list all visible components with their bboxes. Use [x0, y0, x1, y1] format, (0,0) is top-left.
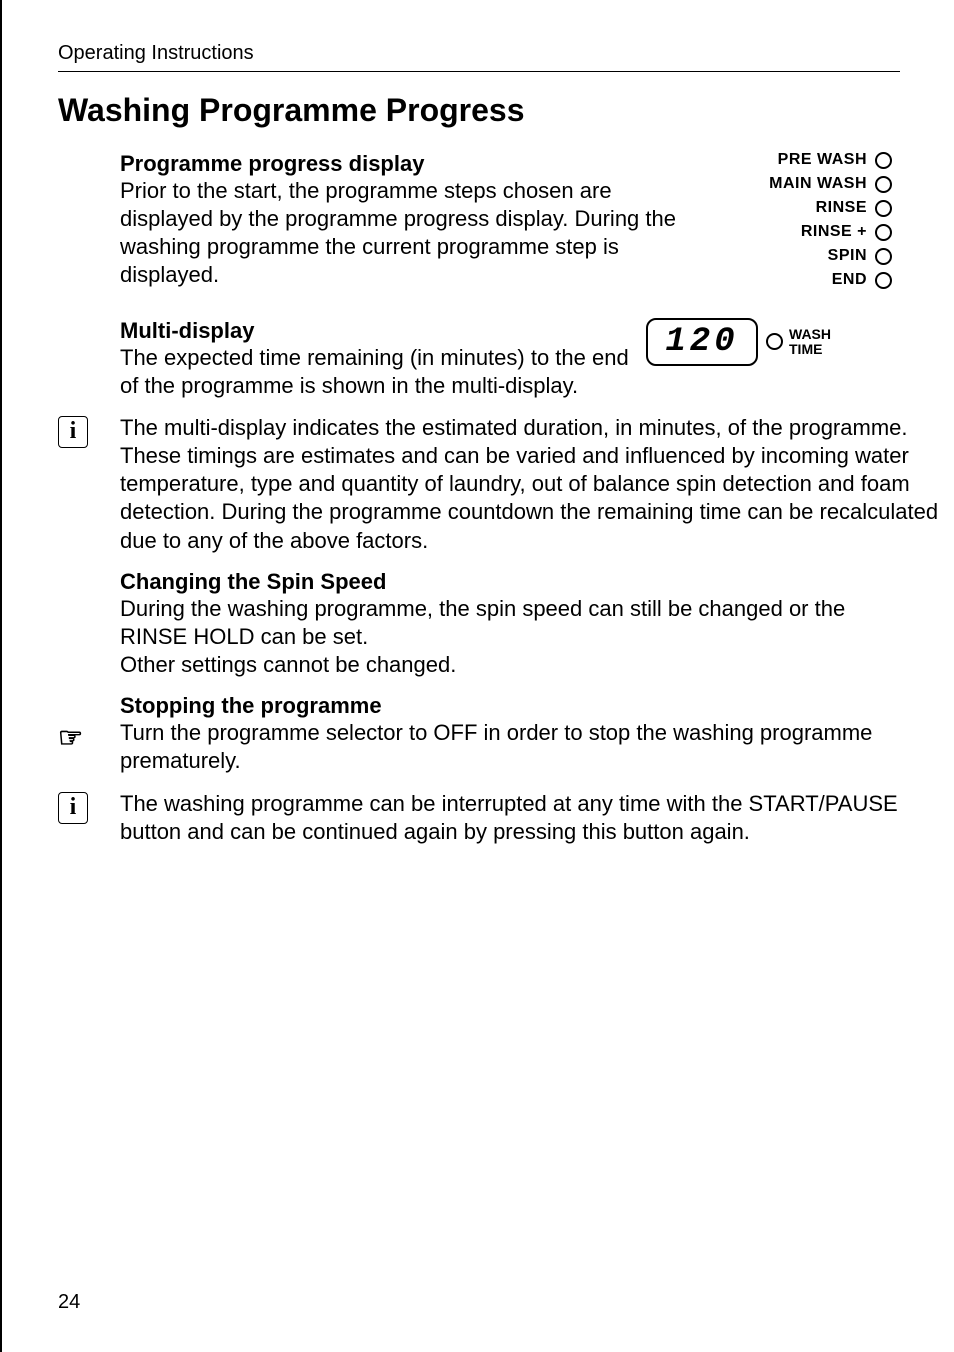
status-led-icon	[875, 248, 892, 265]
multi-display-graphic: 120 WASH TIME	[646, 318, 831, 366]
status-rinse: RINSE	[700, 199, 892, 217]
wash-label-top: WASH	[789, 327, 831, 342]
status-rinse-plus: RINSE +	[700, 223, 892, 241]
seven-segment-display: 120	[646, 318, 758, 366]
status-end: END	[700, 271, 892, 289]
spin-body-1: During the washing programme, the spin s…	[120, 595, 900, 651]
pointer-icon: ☞	[58, 721, 83, 754]
wash-label-bottom: TIME	[789, 342, 831, 357]
multi-body: The expected time remaining (in minutes)…	[120, 344, 646, 400]
header-rule	[58, 71, 900, 72]
status-label: END	[832, 271, 867, 289]
status-led-icon	[875, 152, 892, 169]
stop-step: ☞ Turn the programme selector to OFF in …	[58, 719, 954, 775]
status-indicators: PRE WASH MAIN WASH RINSE RINSE + SPIN EN…	[700, 151, 892, 289]
stop-body: Turn the programme selector to OFF in or…	[120, 719, 954, 775]
page-header: Operating Instructions	[58, 0, 954, 65]
info-icon: i	[58, 792, 88, 824]
status-spin: SPIN	[700, 247, 892, 265]
spin-heading: Changing the Spin Speed	[120, 569, 954, 595]
progress-heading: Programme progress display	[120, 151, 700, 177]
multi-display-section: Multi-display The expected time remainin…	[120, 318, 954, 400]
wash-time-label: WASH TIME	[789, 327, 831, 356]
status-led-icon	[875, 176, 892, 193]
info-text-2: The washing programme can be interrupted…	[120, 790, 954, 846]
progress-body: Prior to the start, the programme steps …	[120, 177, 700, 290]
status-led-icon	[875, 272, 892, 289]
status-led-icon	[875, 200, 892, 217]
status-label: RINSE +	[801, 223, 867, 241]
info-note-1: i The multi-display indicates the estima…	[58, 414, 954, 555]
info-icon: i	[58, 416, 88, 448]
main-title: Washing Programme Progress	[58, 92, 954, 129]
stop-heading: Stopping the programme	[120, 693, 954, 719]
status-mainwash: MAIN WASH	[700, 175, 892, 193]
page-number: 24	[58, 1291, 80, 1314]
spin-body-2: Other settings cannot be changed.	[120, 651, 954, 679]
status-led-icon	[875, 224, 892, 241]
status-label: MAIN WASH	[769, 175, 867, 193]
status-label: RINSE	[816, 199, 867, 217]
multi-heading: Multi-display	[120, 318, 646, 344]
status-prewash: PRE WASH	[700, 151, 892, 169]
info-note-2: i The washing programme can be interrupt…	[58, 790, 954, 846]
status-label: PRE WASH	[778, 151, 867, 169]
status-label: SPIN	[828, 247, 867, 265]
info-text-1: The multi-display indicates the estimate…	[120, 414, 954, 555]
programme-progress-section: Programme progress display Prior to the …	[120, 151, 954, 290]
wash-time-led-icon	[766, 333, 783, 350]
